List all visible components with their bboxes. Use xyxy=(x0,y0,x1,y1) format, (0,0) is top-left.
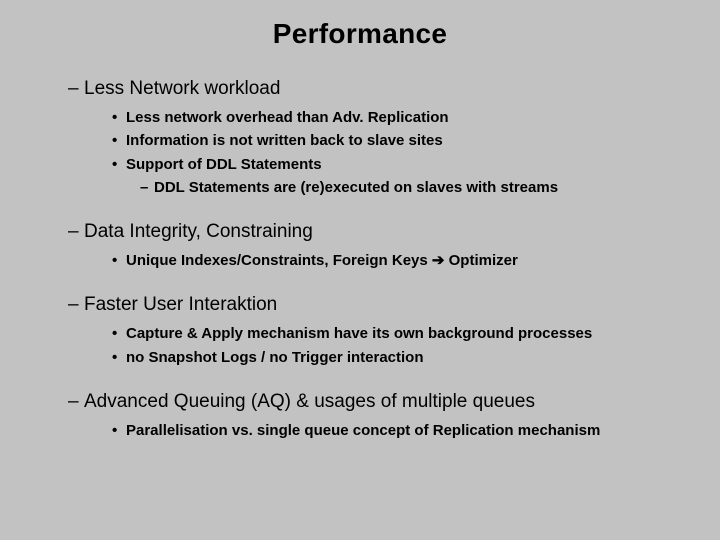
list-item: • Unique Indexes/Constraints, Foreign Key… xyxy=(112,249,670,272)
heading-text: Data Integrity, Constraining xyxy=(84,221,313,242)
list-item: • no Snapshot Logs / no Trigger interacti… xyxy=(112,346,670,369)
bullet-icon: • xyxy=(112,129,117,152)
list-item: • Support of DDL Statements xyxy=(112,153,670,176)
bullet-icon: • xyxy=(112,153,117,176)
heading-text: Faster User Interaktion xyxy=(84,294,277,315)
section-heading: –Data Integrity, Constraining xyxy=(68,221,670,243)
sub-list: • Capture & Apply mechanism have its own … xyxy=(112,322,670,369)
section-interaction: –Faster User Interaktion • Capture & Appl… xyxy=(50,294,670,369)
bullet-icon: • xyxy=(112,419,117,442)
bullet-icon: • xyxy=(112,346,117,369)
sub-list: • Parallelisation vs. single queue concep… xyxy=(112,419,670,442)
item-text: Less network overhead than Adv. Replicat… xyxy=(126,109,449,126)
section-heading: –Faster User Interaktion xyxy=(68,294,670,316)
sub-list: • Unique Indexes/Constraints, Foreign Key… xyxy=(112,249,670,272)
dash-icon: – xyxy=(140,176,154,199)
list-item: • Information is not written back to slav… xyxy=(112,129,670,152)
section-heading: –Advanced Queuing (AQ) & usages of multi… xyxy=(68,391,670,413)
list-item: • Capture & Apply mechanism have its own … xyxy=(112,322,670,345)
slide-title: Performance xyxy=(50,18,670,50)
section-integrity: –Data Integrity, Constraining • Unique In… xyxy=(50,221,670,272)
dash-icon: – xyxy=(68,78,84,100)
slide: Performance –Less Network workload •Less… xyxy=(0,0,720,540)
item-text: Support of DDL Statements xyxy=(126,156,322,173)
item-text: Parallelisation vs. single queue concept… xyxy=(126,422,600,439)
subsub-text: DDL Statements are (re)executed on slave… xyxy=(154,179,558,196)
dash-icon: – xyxy=(68,391,84,413)
item-text: Information is not written back to slave… xyxy=(126,132,443,149)
section-aq: –Advanced Queuing (AQ) & usages of multi… xyxy=(50,391,670,442)
list-item: • Less network overhead than Adv. Replica… xyxy=(112,106,670,129)
heading-text: Less Network workload xyxy=(84,78,280,99)
bullet-icon: • xyxy=(112,106,117,129)
list-item: • Parallelisation vs. single queue concep… xyxy=(112,419,670,442)
bullet-icon: • xyxy=(112,249,117,272)
sub-list: • Less network overhead than Adv. Replica… xyxy=(112,106,670,199)
heading-text: Advanced Queuing (AQ) & usages of multip… xyxy=(84,391,535,412)
dash-icon: – xyxy=(68,221,84,243)
item-text: Capture & Apply mechanism have its own b… xyxy=(126,325,592,342)
section-heading: –Less Network workload xyxy=(68,78,670,100)
item-text: no Snapshot Logs / no Trigger interactio… xyxy=(126,349,424,366)
item-text: Unique Indexes/Constraints, Foreign Keys… xyxy=(126,252,518,269)
section-network: –Less Network workload •Less network ove… xyxy=(50,78,670,199)
bullet-icon: • xyxy=(112,322,117,345)
dash-icon: – xyxy=(68,294,84,316)
sub-sub-item: –DDL Statements are (re)executed on slav… xyxy=(140,176,670,199)
